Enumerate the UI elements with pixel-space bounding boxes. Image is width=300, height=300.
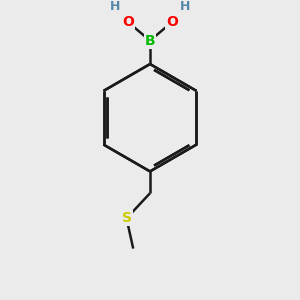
Text: H: H — [110, 0, 120, 13]
Text: B: B — [145, 34, 155, 48]
Text: H: H — [180, 0, 190, 13]
Text: O: O — [166, 15, 178, 29]
Text: S: S — [122, 212, 131, 225]
Text: O: O — [122, 15, 134, 29]
